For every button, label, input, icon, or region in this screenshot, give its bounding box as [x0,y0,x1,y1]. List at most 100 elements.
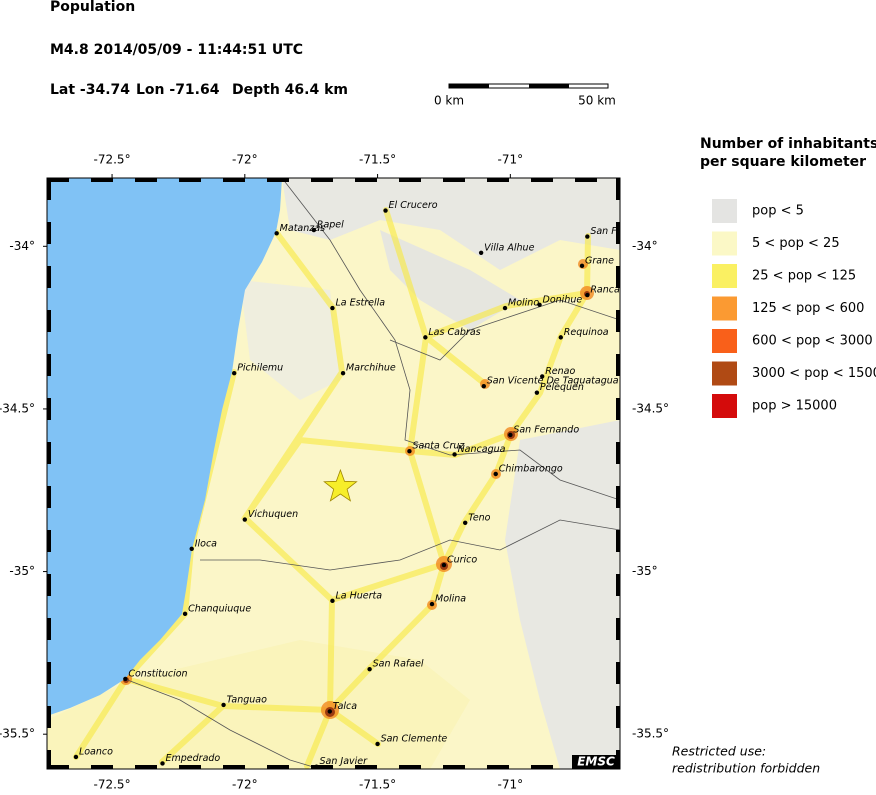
city-dot [508,432,513,438]
city-dot [407,449,412,454]
city-label: Rapel [317,220,344,231]
legend-label: 600 < pop < 3000 [752,334,873,349]
city-label: San Fr [590,226,621,237]
city-dot [429,601,435,607]
city-dot [367,666,372,672]
legend-label: pop < 5 [752,204,804,219]
city-label: San Rafael [373,659,424,670]
city-dot [540,374,545,379]
city-dot [330,598,335,604]
city-label: La Huerta [335,590,382,601]
lat-tick-label: -35.5° [0,727,35,741]
city-label: Empedrado [166,753,221,764]
city-dot [73,754,79,760]
city-label: San Clemente [381,733,448,744]
map-base [47,178,620,769]
city-dot [340,370,346,376]
city-label: Marchihue [346,363,396,374]
city-label: Molina [435,594,466,605]
city-label: Loanco [79,746,113,757]
city-dot [330,305,335,311]
lat-tick-label: -34.5° [0,401,35,415]
city-dot [423,335,428,340]
city-dot [274,231,279,236]
depth: Depth 46.4 km [232,82,348,98]
legend-label: 5 < pop < 25 [752,236,840,251]
city-dot [481,383,486,389]
city-label: Iloca [195,538,217,549]
city-dot [231,370,237,376]
city-label: Chanquiuque [188,603,251,614]
epicenter [323,468,358,502]
city-label: Pelequen [540,382,584,393]
city-dot [189,546,194,551]
lon-tick-label: -71° [498,153,524,167]
lat-tick-label: -35.5° [632,727,669,741]
frame-border [47,178,620,769]
legend-label: pop > 15000 [752,399,837,414]
city-label: Matanzas [280,223,325,234]
city-dot [311,227,317,233]
scale-start: 0 km [434,94,464,108]
city-dot [585,292,590,298]
city-label: El Crucero [389,200,438,211]
legend-swatch [712,199,737,223]
city-label: San Fernando [513,424,579,435]
city-dot [375,741,380,747]
legend-swatch [712,296,737,321]
city-label: Grane [585,255,614,266]
lon-tick-label: -71° [498,778,524,792]
city-label: Santa Cruz [412,441,465,452]
city-dot [221,702,226,708]
legend-title: Number of inhabitants [700,136,876,152]
city-label: Ranca [590,285,620,296]
lat-tick-label: -34.5° [632,401,669,415]
legend-swatch [712,394,737,418]
city-label: Molino [508,298,539,309]
city-dot [160,761,165,766]
city-label: Curico [447,555,477,566]
city-label: Donihue [543,294,583,305]
lat-tick-label: -34° [632,239,658,253]
city-dot [462,520,468,525]
city-dot [502,305,508,311]
city-dot [534,390,540,395]
city-label: Nancagua [458,444,506,455]
lat-tick-label: -35° [9,564,35,578]
lon-tick-label: -72° [232,778,258,792]
scale-bar: 0 km 50 km [434,83,616,108]
legend-swatch [712,264,737,288]
city-dot [383,208,388,213]
city-label: Tanguao [227,694,268,705]
legend-swatch [712,329,737,353]
city-dot [123,676,128,682]
city-label: Villa Alhue [484,242,534,253]
lon: Lon -71.64 [136,82,220,98]
event-line: M4.8 2014/05/09 - 11:44:51 UTC [50,42,303,58]
city-label: Talca [333,701,357,712]
city-dot [242,517,248,522]
lon-tick-label: -72.5° [94,778,131,792]
city-dot [493,471,498,477]
scale-end: 50 km [578,94,616,108]
city-dot [579,263,585,269]
credit-box [572,755,620,769]
legend-swatch [712,231,737,256]
lat: Lat -34.74 [50,82,130,98]
city-dot [478,250,484,256]
map-frame [46,177,621,770]
city-label: Pichilemu [237,363,283,374]
lon-tick-label: -72.5° [94,153,131,167]
legend-label: 3000 < pop < 15000 [752,366,876,381]
city-label: San Vicente De Taguatagua [487,376,619,387]
city-label: Requinoa [564,327,609,338]
city-label: Chimbarongo [499,463,563,474]
notice: redistribution forbidden [672,761,820,776]
city-dot [558,335,563,340]
city-dot [182,611,188,617]
lat-tick-label: -34° [9,239,35,253]
city-label: La Estrella [335,298,385,309]
legend-label: 25 < pop < 125 [752,269,856,284]
